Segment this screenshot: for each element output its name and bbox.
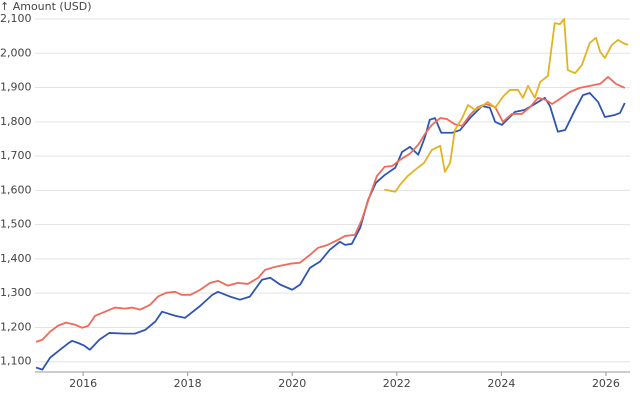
y-tick-label: 1,800: [0, 115, 32, 128]
y-tick-label: 1,700: [0, 149, 32, 162]
line-series: [35, 76, 626, 343]
y-tick-label: 1,100: [0, 355, 32, 368]
y-tick-label: 1,400: [0, 252, 32, 265]
y-tick-label: 1,200: [0, 320, 32, 333]
line-series: [384, 18, 629, 193]
y-tick-label: 1,900: [0, 81, 32, 94]
y-tick-label: 1,600: [0, 183, 32, 196]
x-tick-label: 2020: [278, 377, 306, 390]
y-tick-label: 1,500: [0, 218, 32, 231]
x-tick-label: 2026: [592, 377, 620, 390]
x-tick-label: 2024: [487, 377, 515, 390]
line-series: [35, 92, 626, 371]
y-tick-label: 2,100: [0, 12, 32, 25]
x-tick-label: 2022: [383, 377, 411, 390]
y-tick-label: 1,300: [0, 286, 32, 299]
y-axis-label: ↑ Amount (USD): [0, 0, 92, 13]
y-tick-label: 2,000: [0, 46, 32, 59]
x-tick-label: 2016: [69, 377, 97, 390]
x-tick-label: 2018: [174, 377, 202, 390]
